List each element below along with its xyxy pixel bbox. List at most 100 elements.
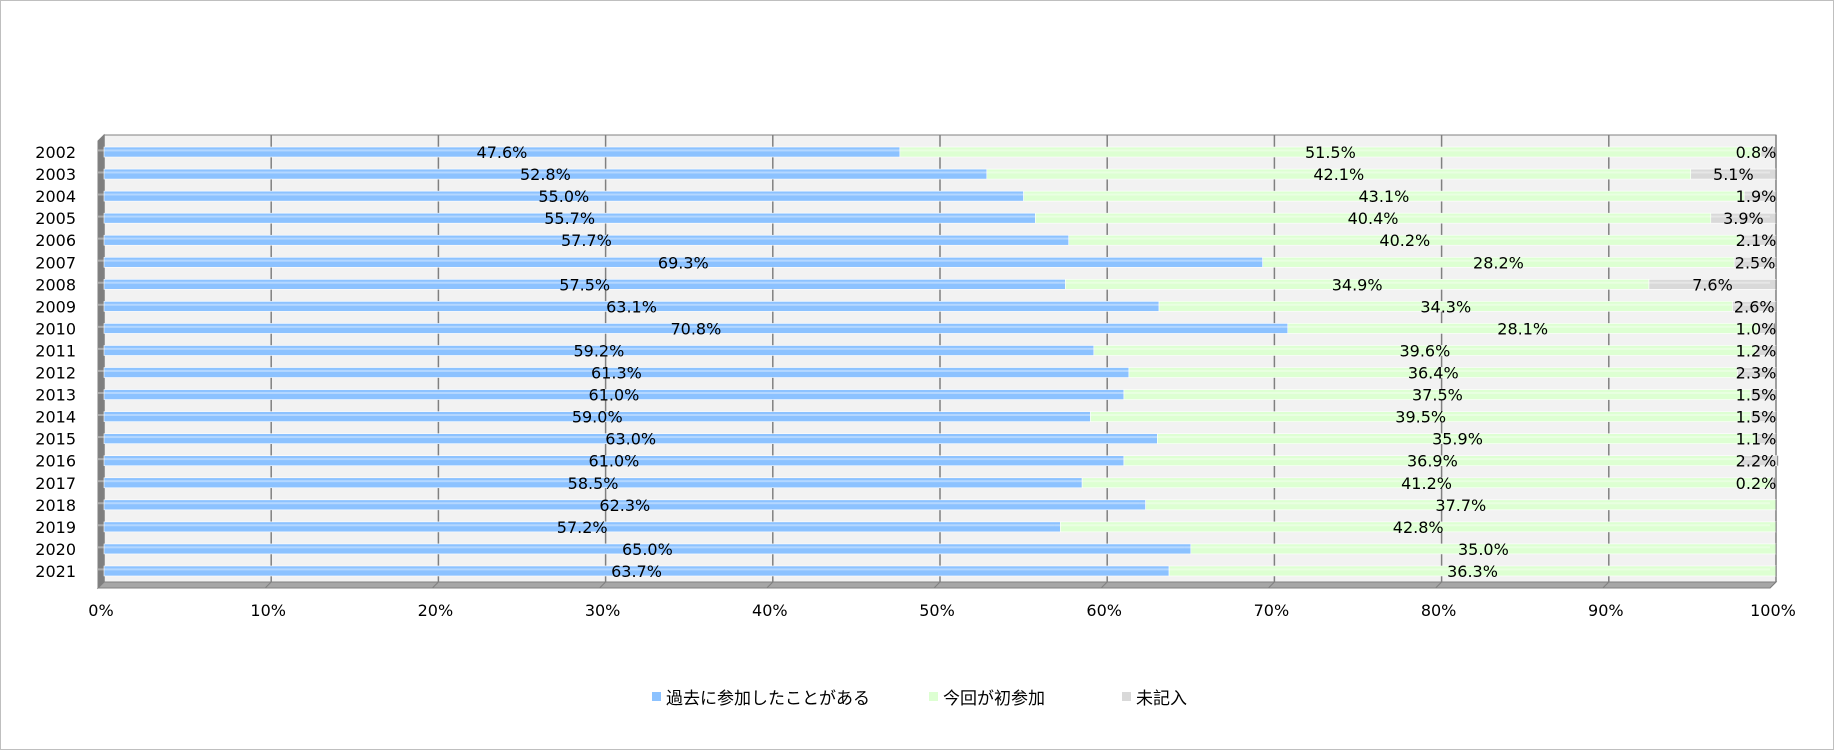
data-label: 2.5% xyxy=(1735,253,1776,272)
bar-segment-shade xyxy=(98,391,1118,394)
bar-segment-shade xyxy=(98,436,1152,439)
legend-label-series-2: 今回が初参加 xyxy=(943,689,1045,709)
bar-segment-shade xyxy=(1754,149,1769,152)
data-label: 43.1% xyxy=(1359,187,1410,206)
x-tick-label: 70% xyxy=(1254,601,1290,620)
y-tick-label: 2017 xyxy=(35,474,76,493)
bar-segment-shade xyxy=(98,458,1118,461)
x-tick-label: 100% xyxy=(1750,601,1796,620)
bar-segment-shade xyxy=(980,171,1685,174)
legend-swatch-series-2 xyxy=(929,692,938,701)
data-label: 57.5% xyxy=(559,275,610,294)
y-tick-label: 2002 xyxy=(35,143,76,162)
y-tick-label: 2011 xyxy=(35,341,76,360)
bar-segment-shade xyxy=(1734,458,1772,461)
y-tick-label: 2006 xyxy=(35,231,76,250)
bar-segment-shade xyxy=(1751,436,1770,439)
y-tick-label: 2004 xyxy=(35,187,76,206)
gridline-floor xyxy=(766,581,774,589)
bar-segment-shade xyxy=(1151,436,1752,439)
y-tick-label: 2018 xyxy=(35,496,76,515)
bar-segment-shade xyxy=(1139,502,1770,505)
bar-segment-shade xyxy=(98,193,1018,196)
bar-segment-shade xyxy=(98,259,1257,262)
gridline-floor xyxy=(1602,581,1610,589)
data-label: 1.1% xyxy=(1736,430,1777,449)
x-tick-label: 40% xyxy=(752,601,788,620)
data-label: 57.2% xyxy=(557,518,608,537)
data-label: 41.2% xyxy=(1401,474,1452,493)
data-label: 63.1% xyxy=(606,297,657,316)
bar-segment-shade xyxy=(98,171,981,174)
legend-label-series-1: 過去に参加したことがある xyxy=(666,689,870,709)
y-tick-label: 2007 xyxy=(35,253,76,272)
y-tick-label: 2015 xyxy=(35,430,76,449)
bar-segment-shade xyxy=(1117,458,1735,461)
bar-segment-shade xyxy=(98,347,1088,350)
y-tick-label: 2014 xyxy=(35,408,76,427)
y-tick-label: 2016 xyxy=(35,452,76,471)
bar-segment-shade xyxy=(1728,259,1770,262)
data-label: 59.2% xyxy=(573,341,624,360)
bar-segment-shade xyxy=(1726,303,1770,306)
bar-segment-shade xyxy=(1163,568,1770,571)
legend-item-series-1: 過去に参加したことがある xyxy=(652,684,870,709)
bar-segment-shade xyxy=(893,149,1755,152)
y-tick-label: 2005 xyxy=(35,209,76,228)
gridline-floor xyxy=(1100,581,1108,589)
y-tick-label: 2019 xyxy=(35,518,76,537)
data-label: 1.0% xyxy=(1736,319,1777,338)
data-label: 1.2% xyxy=(1736,341,1777,360)
x-tick-label: 0% xyxy=(88,601,113,620)
bar-segment-shade xyxy=(98,215,1030,218)
data-label: 1.5% xyxy=(1736,386,1777,405)
bar-segment-shade xyxy=(1076,480,1765,483)
data-label: 36.3% xyxy=(1447,562,1498,581)
legend: 過去に参加したことがある 今回が初参加 未記入 xyxy=(1,684,1834,709)
bar-segment-shade xyxy=(1281,325,1752,328)
plot-side-wall xyxy=(97,133,105,590)
data-label: 65.0% xyxy=(622,540,673,559)
data-label: 2.6% xyxy=(1734,297,1775,316)
data-label: 37.5% xyxy=(1412,386,1463,405)
bar-segment-shade xyxy=(1751,325,1769,328)
bar-segment-shade xyxy=(98,303,1154,306)
data-label: 0.2% xyxy=(1736,474,1777,493)
data-label: 42.1% xyxy=(1313,165,1364,184)
legend-item-series-2: 今回が初参加 xyxy=(929,684,1045,709)
data-label: 28.1% xyxy=(1497,319,1548,338)
bar-segment-shade xyxy=(98,480,1077,483)
y-tick-label: 2008 xyxy=(35,275,76,294)
gridline-floor xyxy=(97,581,105,589)
bar-segment-shade xyxy=(1054,524,1770,527)
bar-segment-shade xyxy=(98,524,1055,527)
bar-segment-shade xyxy=(1087,347,1750,350)
x-tick-label: 20% xyxy=(418,601,454,620)
bar-segment-shade xyxy=(1734,237,1770,240)
bar-segment-shade xyxy=(1059,281,1643,284)
data-label: 34.3% xyxy=(1420,297,1471,316)
data-label: 59.0% xyxy=(572,408,623,427)
legend-label-series-3: 未記入 xyxy=(1136,689,1187,709)
data-label: 39.5% xyxy=(1395,408,1446,427)
data-label: 36.4% xyxy=(1408,364,1459,383)
data-label: 61.0% xyxy=(589,452,640,471)
data-label: 52.8% xyxy=(520,165,571,184)
bar-segment-shade xyxy=(1731,369,1770,372)
data-label: 1.9% xyxy=(1736,187,1777,206)
gridline-floor xyxy=(1435,581,1442,589)
gridline-floor xyxy=(933,581,941,589)
bar-segment-shade xyxy=(98,237,1063,240)
data-label: 36.9% xyxy=(1407,452,1458,471)
x-tick-label: 30% xyxy=(585,601,621,620)
gridline-floor xyxy=(1268,581,1275,589)
bar-segment-shade xyxy=(98,502,1140,505)
bar-segment-shade xyxy=(98,325,1282,328)
data-label: 35.0% xyxy=(1458,540,1509,559)
bar-segment-shade xyxy=(1153,303,1727,306)
y-tick-label: 2020 xyxy=(35,540,76,559)
legend-item-series-3: 未記入 xyxy=(1122,684,1187,709)
gridline-floor xyxy=(264,581,272,589)
data-label: 55.0% xyxy=(538,187,589,206)
